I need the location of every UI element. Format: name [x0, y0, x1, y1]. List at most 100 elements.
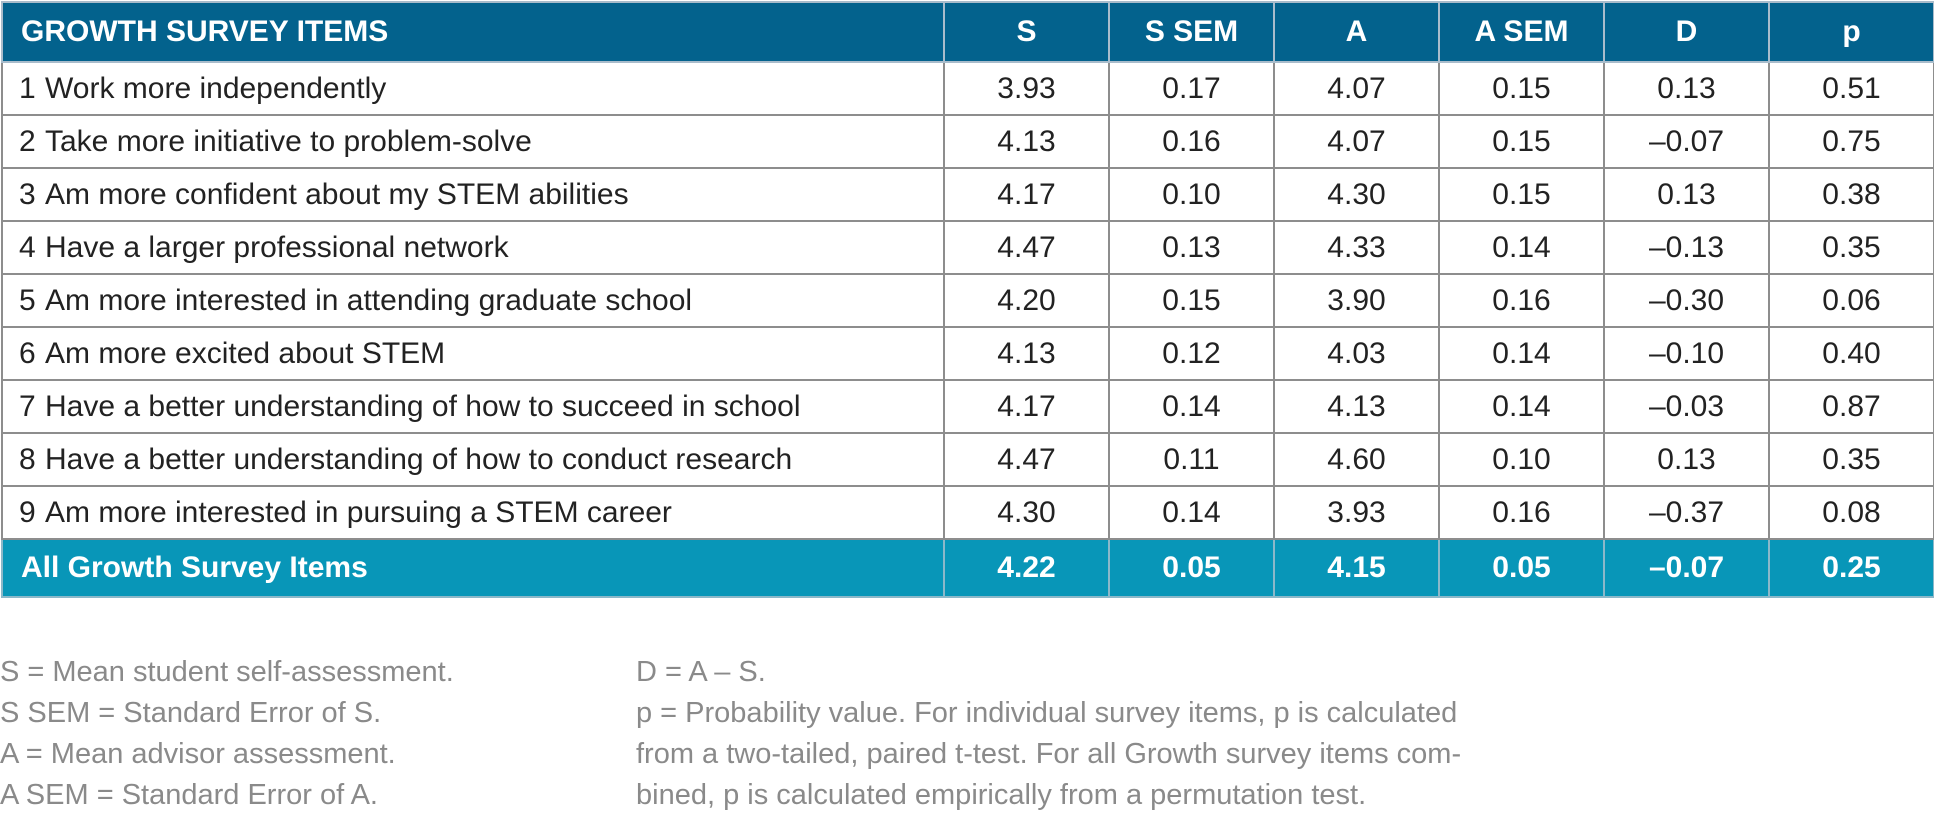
cell-a-sem: 0.14 — [1438, 326, 1605, 381]
note-s-sem: S SEM = Standard Error of S. — [0, 697, 382, 729]
cell-d: –0.30 — [1603, 273, 1770, 328]
note-s: S = Mean student self-assessment. — [0, 656, 454, 688]
cell-p: 0.35 — [1768, 432, 1934, 487]
cell-s: 4.47 — [943, 220, 1110, 275]
survey-item-cell: 9 Am more interested in pursuing a STEM c… — [1, 485, 945, 540]
cell-a-sem: 0.14 — [1438, 220, 1605, 275]
cell-a: 4.60 — [1273, 432, 1440, 487]
header-items: GROWTH SURVEY ITEMS — [1, 1, 945, 63]
item-text: Have a better understanding of how to su… — [45, 389, 801, 423]
cell-p: 0.87 — [1768, 379, 1934, 434]
cell-s-sem: 0.14 — [1108, 379, 1275, 434]
survey-item-cell: 7 Have a better understanding of how to s… — [1, 379, 945, 434]
header-a-sem: A SEM — [1438, 1, 1605, 63]
cell-p: 0.35 — [1768, 220, 1934, 275]
summary-d: –0.07 — [1603, 538, 1770, 598]
item-text: Work more independently — [45, 71, 387, 105]
cell-s-sem: 0.14 — [1108, 485, 1275, 540]
cell-a: 3.90 — [1273, 273, 1440, 328]
cell-s-sem: 0.15 — [1108, 273, 1275, 328]
item-text: Am more confident about my STEM abilitie… — [45, 177, 629, 211]
survey-item-cell: 1 Work more independently — [1, 61, 945, 116]
cell-d: –0.13 — [1603, 220, 1770, 275]
cell-d: –0.03 — [1603, 379, 1770, 434]
cell-a: 4.07 — [1273, 114, 1440, 169]
summary-a-sem: 0.05 — [1438, 538, 1605, 598]
cell-s-sem: 0.13 — [1108, 220, 1275, 275]
cell-p: 0.38 — [1768, 167, 1934, 222]
cell-d: –0.10 — [1603, 326, 1770, 381]
item-number: 5 — [19, 283, 36, 317]
table-row: 9 Am more interested in pursuing a STEM c… — [1, 485, 1934, 540]
table-row: 3 Am more confident about my STEM abiliti… — [1, 167, 1934, 222]
cell-a: 3.93 — [1273, 485, 1440, 540]
note-p-line-2: from a two-tailed, paired t-test. For al… — [636, 738, 1462, 770]
cell-s-sem: 0.11 — [1108, 432, 1275, 487]
item-number: 2 — [19, 124, 36, 158]
cell-s: 3.93 — [943, 61, 1110, 116]
summary-s-sem: 0.05 — [1108, 538, 1275, 598]
cell-d: –0.37 — [1603, 485, 1770, 540]
cell-s-sem: 0.10 — [1108, 167, 1275, 222]
item-text: Take more initiative to problem-solve — [45, 124, 532, 158]
item-number: 4 — [19, 230, 36, 264]
cell-a: 4.33 — [1273, 220, 1440, 275]
item-number: 3 — [19, 177, 36, 211]
cell-d: –0.07 — [1603, 114, 1770, 169]
cell-p: 0.40 — [1768, 326, 1934, 381]
table-row: 5 Am more interested in attending graduat… — [1, 273, 1934, 328]
table-row: 7 Have a better understanding of how to s… — [1, 379, 1934, 434]
header-row: GROWTH SURVEY ITEMS S S SEM A A SEM D p — [1, 1, 1934, 63]
survey-item-cell: 6 Am more excited about STEM — [1, 326, 945, 381]
header-a: A — [1273, 1, 1440, 63]
cell-p: 0.06 — [1768, 273, 1934, 328]
table-row: 1 Work more independently 3.93 0.17 4.07 0.15… — [1, 61, 1934, 116]
notes-right: D = A – S. p = Probability value. For in… — [636, 652, 1576, 816]
cell-a: 4.03 — [1273, 326, 1440, 381]
growth-survey-table: GROWTH SURVEY ITEMS S S SEM A A SEM D p … — [1, 1, 1934, 598]
cell-d: 0.13 — [1603, 432, 1770, 487]
cell-d: 0.13 — [1603, 167, 1770, 222]
table-row: 8 Have a better understanding of how to c… — [1, 432, 1934, 487]
cell-p: 0.75 — [1768, 114, 1934, 169]
item-text: Am more interested in attending graduate… — [45, 283, 693, 317]
survey-item-cell: 5 Am more interested in attending graduat… — [1, 273, 945, 328]
summary-a: 4.15 — [1273, 538, 1440, 598]
item-number: 7 — [19, 389, 36, 423]
note-p-line-3: bined, p is calculated empirically from … — [636, 779, 1367, 811]
item-number: 8 — [19, 442, 36, 476]
cell-a-sem: 0.15 — [1438, 167, 1605, 222]
item-text: Have a larger professional network — [45, 230, 509, 264]
cell-a: 4.30 — [1273, 167, 1440, 222]
item-number: 6 — [19, 336, 36, 370]
cell-s: 4.47 — [943, 432, 1110, 487]
summary-label: All Growth Survey Items — [1, 538, 945, 598]
cell-s-sem: 0.17 — [1108, 61, 1275, 116]
survey-item-cell: 3 Am more confident about my STEM abiliti… — [1, 167, 945, 222]
cell-a-sem: 0.15 — [1438, 114, 1605, 169]
header-p: p — [1768, 1, 1934, 63]
cell-s: 4.17 — [943, 379, 1110, 434]
cell-a: 4.13 — [1273, 379, 1440, 434]
item-number: 9 — [19, 495, 36, 529]
table-row: 4 Have a larger professional network 4.47 0… — [1, 220, 1934, 275]
cell-a-sem: 0.16 — [1438, 485, 1605, 540]
cell-a-sem: 0.10 — [1438, 432, 1605, 487]
table-row: 6 Am more excited about STEM 4.13 0.12 4.03 0… — [1, 326, 1934, 381]
survey-item-cell: 8 Have a better understanding of how to c… — [1, 432, 945, 487]
cell-s: 4.30 — [943, 485, 1110, 540]
cell-s-sem: 0.12 — [1108, 326, 1275, 381]
cell-s: 4.20 — [943, 273, 1110, 328]
summary-p: 0.25 — [1768, 538, 1934, 598]
item-text: Have a better understanding of how to co… — [45, 442, 793, 476]
header-s-sem: S SEM — [1108, 1, 1275, 63]
cell-a: 4.07 — [1273, 61, 1440, 116]
survey-item-cell: 4 Have a larger professional network — [1, 220, 945, 275]
cell-s: 4.17 — [943, 167, 1110, 222]
summary-s: 4.22 — [943, 538, 1110, 598]
cell-a-sem: 0.16 — [1438, 273, 1605, 328]
cell-a-sem: 0.15 — [1438, 61, 1605, 116]
item-text: Am more excited about STEM — [45, 336, 446, 370]
header-d: D — [1603, 1, 1770, 63]
note-p-line-1: p = Probability value. For individual su… — [636, 697, 1458, 729]
